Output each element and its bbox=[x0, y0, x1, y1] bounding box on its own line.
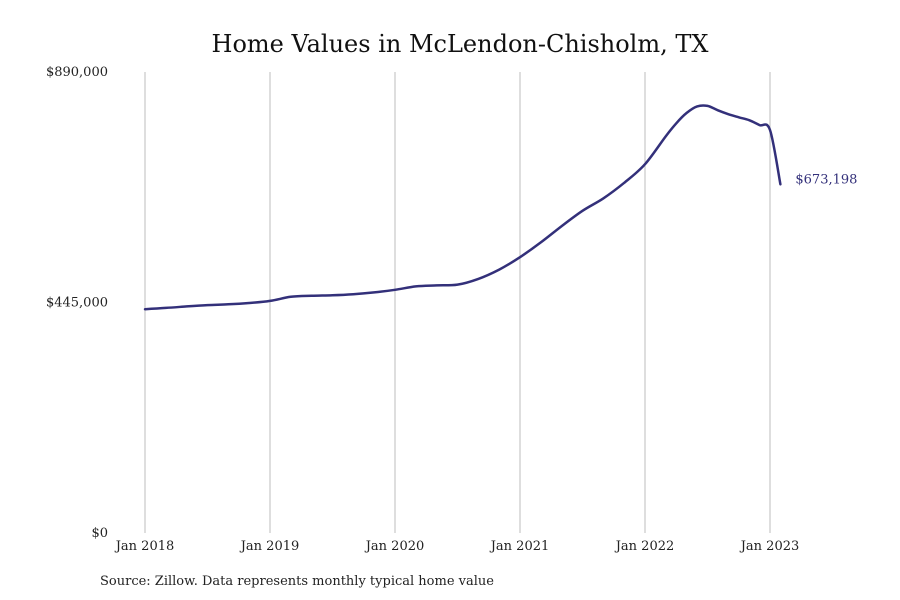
x-tick-label: Jan 2018 bbox=[114, 539, 175, 554]
x-tick-label: Jan 2023 bbox=[739, 539, 800, 554]
y-tick-label: $0 bbox=[91, 526, 108, 541]
x-tick-label: Jan 2022 bbox=[614, 539, 675, 554]
y-axis-ticks: $0 $445,000 $890,000 bbox=[46, 65, 108, 541]
y-tick-label: $445,000 bbox=[46, 296, 108, 311]
source-note: Source: Zillow. Data represents monthly … bbox=[100, 574, 494, 589]
end-value-label: $673,198 bbox=[795, 172, 857, 187]
grid-lines bbox=[144, 72, 771, 533]
x-axis-ticks: Jan 2018 Jan 2019 Jan 2020 Jan 2021 Jan 2022… bbox=[114, 539, 800, 554]
x-tick-label: Jan 2019 bbox=[239, 539, 300, 554]
series-layer bbox=[143, 104, 782, 311]
y-tick-label: $890,000 bbox=[46, 65, 108, 80]
home-value-series-line bbox=[143, 104, 782, 311]
x-tick-label: Jan 2021 bbox=[489, 539, 550, 554]
x-tick-label: Jan 2020 bbox=[364, 539, 425, 554]
chart-title: Home Values in McLendon-Chisholm, TX bbox=[212, 30, 709, 58]
